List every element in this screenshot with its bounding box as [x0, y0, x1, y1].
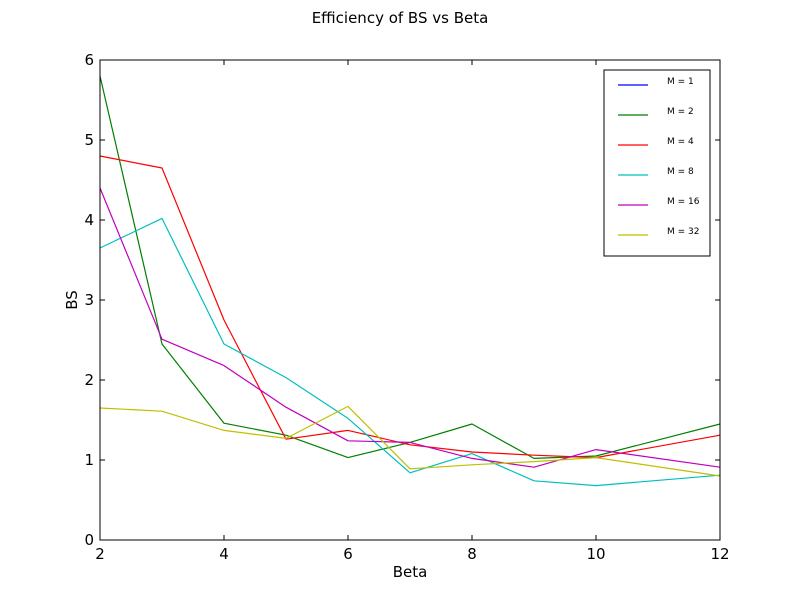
legend-label-3: M = 8: [667, 167, 694, 177]
legend: M = 1 M = 2 M = 4 M = 8 M = 16 M = 32: [603, 69, 711, 257]
x-tick-label: 8: [467, 545, 477, 563]
x-tick-label: 6: [343, 545, 353, 563]
y-tick-label: 5: [84, 131, 94, 149]
x-tick-label: 10: [586, 545, 605, 563]
y-tick-label: 2: [84, 371, 94, 389]
legend-label-0: M = 1: [667, 77, 694, 87]
y-tick-label: 0: [84, 531, 94, 549]
y-tick-label: 6: [84, 51, 94, 69]
legend-label-1: M = 2: [667, 107, 694, 117]
series-line-5: [99, 405, 721, 477]
series-line-4: [99, 187, 721, 468]
plot-area: [99, 75, 721, 487]
legend-box: [603, 69, 711, 257]
series-line-3: [99, 217, 721, 487]
x-axis-label: Beta: [393, 563, 428, 581]
x-tick-label: 12: [710, 545, 729, 563]
series-line-1: [99, 75, 721, 459]
x-tick-label: 4: [219, 545, 229, 563]
x-tick-label: 2: [95, 545, 105, 563]
legend-label-2: M = 4: [667, 137, 694, 147]
y-tick-label: 3: [84, 291, 94, 309]
chart-title: Efficiency of BS vs Beta: [312, 9, 489, 27]
y-axis-label: BS: [63, 290, 81, 310]
y-tick-label: 1: [84, 451, 94, 469]
y-tick-label: 4: [84, 211, 94, 229]
legend-label-4: M = 16: [667, 197, 700, 207]
legend-label-5: M = 32: [667, 227, 699, 237]
